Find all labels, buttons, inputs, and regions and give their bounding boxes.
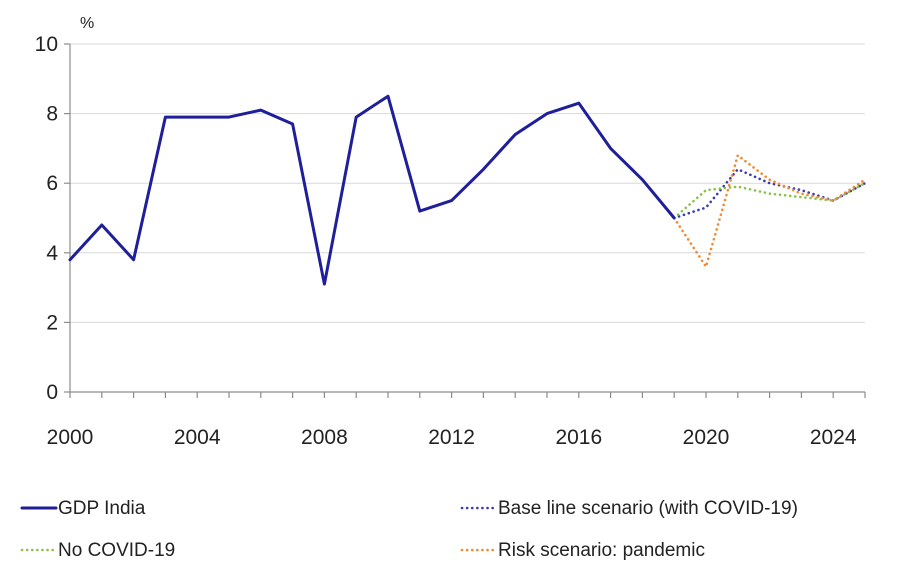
series-line-0	[68, 94, 676, 286]
legend-label-0: GDP India	[58, 498, 146, 519]
y-tick-label-6: 6	[46, 172, 58, 195]
legend-label-1: Base line scenario (with COVID-19)	[498, 498, 798, 519]
x-tick-label-2024: 2024	[810, 426, 857, 449]
y-tick-label-8: 8	[46, 103, 58, 126]
legend-label-3: Risk scenario: pandemic	[498, 540, 705, 561]
series-line-3	[672, 154, 867, 269]
x-tick-label-2008: 2008	[301, 426, 348, 449]
legend-label-2: No COVID-19	[58, 540, 175, 561]
legend: GDP India Base line scenario (with COVID-…	[20, 498, 798, 561]
x-axis-ticks: 2000 2004 2008 2012 2016 2020 2024	[47, 392, 866, 449]
y-tick-label-0: 0	[46, 381, 58, 404]
x-tick-label-2016: 2016	[555, 426, 602, 449]
y-axis-ticks: 0 2 4 6 8 10	[35, 33, 70, 404]
y-tick-label-4: 4	[46, 242, 58, 265]
x-tick-label-2020: 2020	[683, 426, 730, 449]
y-tick-label-10: 10	[35, 33, 58, 56]
x-tick-label-2012: 2012	[428, 426, 475, 449]
x-tick-label-2004: 2004	[174, 426, 221, 449]
x-tick-label-2000: 2000	[47, 426, 94, 449]
y-axis-unit-label: %	[80, 15, 94, 32]
y-tick-label-2: 2	[46, 311, 58, 334]
series-lines	[68, 94, 867, 286]
series-line-2	[672, 181, 867, 220]
gridlines	[69, 43, 865, 393]
